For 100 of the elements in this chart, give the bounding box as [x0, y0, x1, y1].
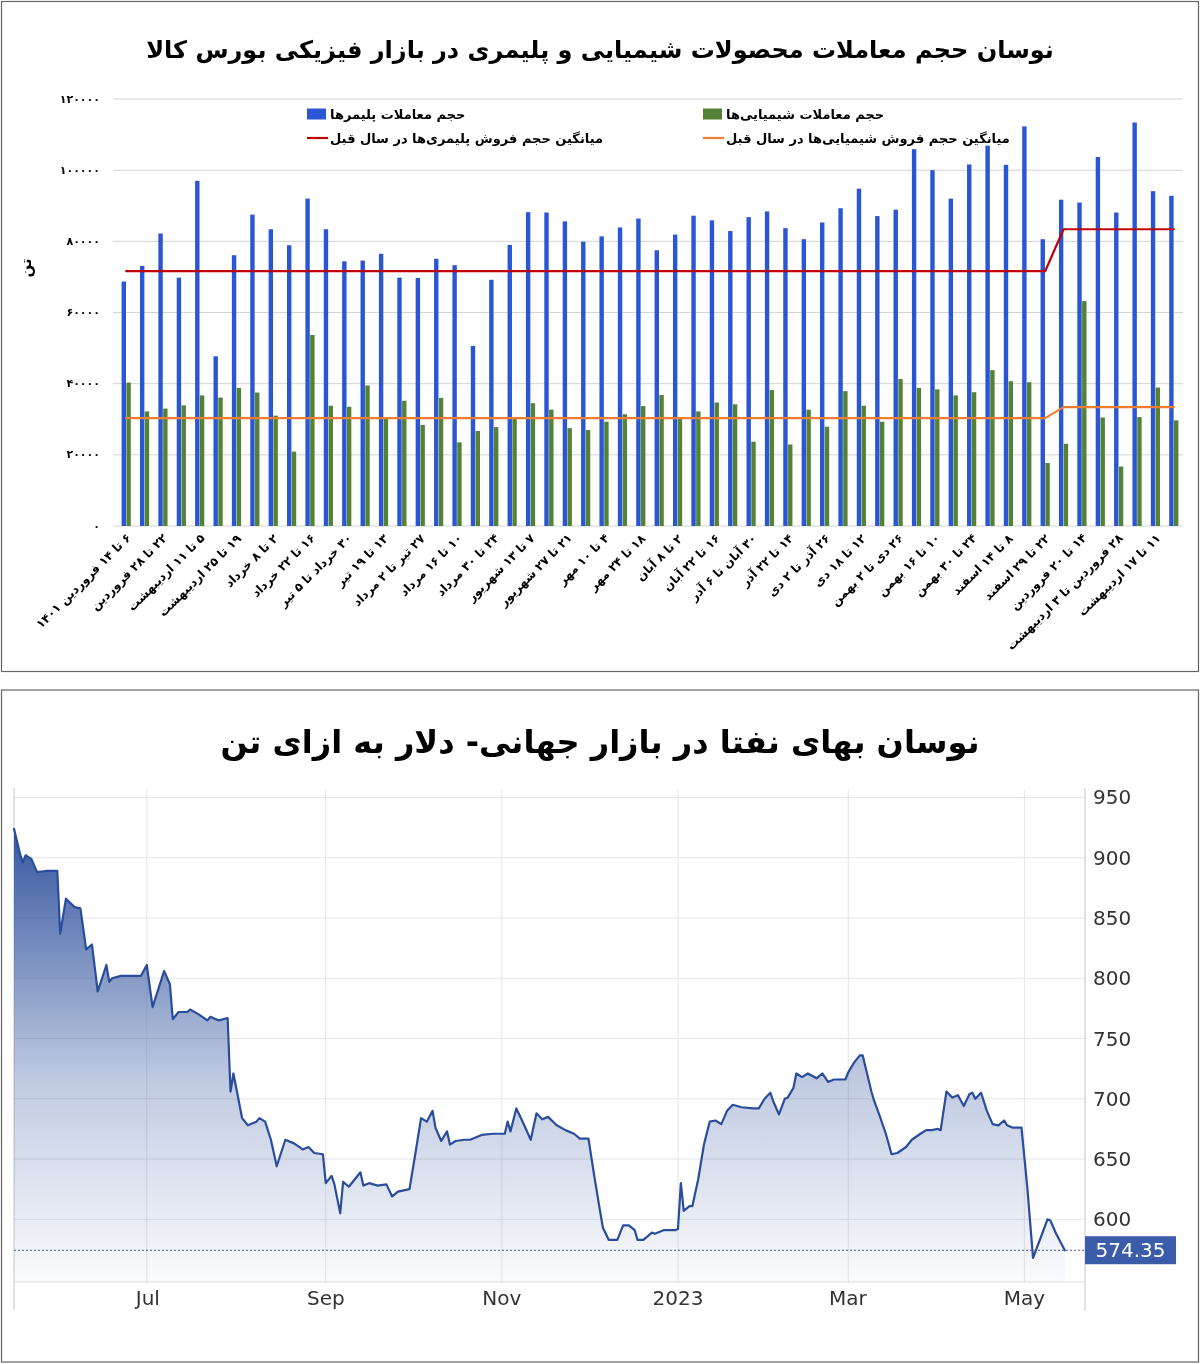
bar: [1095, 157, 1101, 526]
bar: [397, 277, 402, 526]
bar: [746, 217, 751, 526]
bar: [911, 149, 917, 526]
bar: [144, 411, 150, 526]
bar: [728, 231, 733, 526]
bar: [672, 234, 678, 526]
y-tick-label: ۴۰۰۰۰: [66, 377, 100, 391]
bar: [310, 334, 315, 526]
y-tick-label: 800: [1093, 966, 1132, 991]
bar: [691, 215, 696, 526]
bar: [709, 220, 715, 526]
bar: [764, 211, 770, 526]
bar: [530, 403, 536, 526]
bar: [783, 228, 788, 526]
bar: [549, 409, 554, 526]
bar: [507, 244, 512, 526]
bar: [236, 387, 242, 526]
bar: [365, 385, 370, 526]
y-tick-label: 600: [1093, 1207, 1132, 1232]
bar: [1114, 212, 1119, 526]
x-tick-label: May: [1003, 1286, 1046, 1310]
bar: [659, 395, 664, 526]
legend-label: حجم معاملات پلیمرها: [330, 106, 466, 122]
bar: [967, 164, 972, 526]
x-tick-label: Sep: [306, 1286, 345, 1310]
y-tick-label: ۲۰۰۰۰: [66, 448, 100, 462]
bar: [342, 261, 347, 526]
bar: [893, 209, 898, 526]
bar: [493, 427, 499, 526]
bar: [452, 265, 457, 526]
y-tick-label: 700: [1093, 1086, 1132, 1111]
bar: [953, 395, 958, 526]
bar: [1003, 164, 1009, 526]
bar: [875, 216, 880, 526]
bar: [383, 418, 389, 526]
bar: [126, 382, 131, 526]
bar: [323, 229, 329, 526]
bar: [250, 214, 255, 526]
bar: [1026, 382, 1032, 526]
bar: [935, 389, 940, 526]
x-tick-label: 2023: [652, 1286, 704, 1310]
bar: [1100, 417, 1105, 526]
bar: [751, 441, 756, 526]
y-tick-label: 650: [1093, 1147, 1132, 1172]
bar: [512, 418, 517, 526]
bar: [195, 180, 200, 526]
bar: [916, 387, 922, 526]
bar: [585, 429, 591, 526]
bar: [1174, 420, 1179, 526]
bar: [420, 424, 425, 526]
bar: [158, 233, 163, 526]
bar: [1118, 466, 1124, 526]
bar: [1150, 191, 1156, 526]
y-tick-label: ۱۰۰۰۰۰: [59, 163, 100, 177]
bar: [1008, 381, 1013, 526]
bar: [788, 444, 793, 526]
bar: [617, 227, 623, 526]
bar: [181, 405, 186, 526]
bar: [562, 221, 568, 526]
legend-label: میانگین حجم فروش پلیمری‌ها در سال قبل: [330, 130, 604, 146]
y-tick-label: ۸۰۰۰۰: [66, 234, 100, 248]
bar: [696, 411, 701, 526]
bar: [820, 222, 825, 526]
bar: [213, 356, 218, 526]
bar: [1077, 202, 1082, 526]
ref-line-label: 574.35: [1095, 1238, 1166, 1263]
bar: [677, 418, 683, 526]
bar: [1040, 239, 1045, 526]
legend-label: میانگین حجم فروش شیمیایی‌ها در سال قبل: [726, 130, 1010, 146]
bar: [985, 145, 990, 526]
bar: [898, 379, 903, 526]
bar: [163, 408, 168, 526]
bar: [199, 395, 205, 526]
x-tick-label: Jul: [133, 1286, 160, 1310]
bar: [879, 421, 885, 526]
bar: [268, 229, 274, 526]
y-tick-label: 750: [1093, 1026, 1132, 1051]
legend-label: حجم معاملات شیمیایی‌ها: [726, 106, 885, 122]
bar: [1022, 126, 1027, 526]
y-axis-title: تن: [17, 258, 35, 278]
bar: [1045, 463, 1050, 526]
bar: [838, 208, 843, 526]
y-tick-label: ۱۲۰۰۰۰: [59, 92, 100, 106]
bar: [218, 397, 223, 526]
y-tick-label: 850: [1093, 905, 1132, 930]
bar: [470, 345, 476, 526]
bar: [824, 426, 830, 526]
bar: [971, 392, 977, 526]
x-tick-label: Nov: [482, 1286, 522, 1310]
chart-title: نوسان حجم معاملات محصولات شیمیایی و پلیمری در بازار فیزیکی بورس کالا: [146, 36, 1054, 64]
bar: [176, 277, 182, 526]
bar: [273, 415, 278, 526]
bar: [654, 250, 659, 526]
bar: [636, 218, 641, 526]
bar: [457, 442, 462, 526]
bar: [769, 390, 775, 526]
bar: [990, 370, 995, 526]
bar: [843, 391, 848, 526]
bar: [415, 277, 421, 526]
